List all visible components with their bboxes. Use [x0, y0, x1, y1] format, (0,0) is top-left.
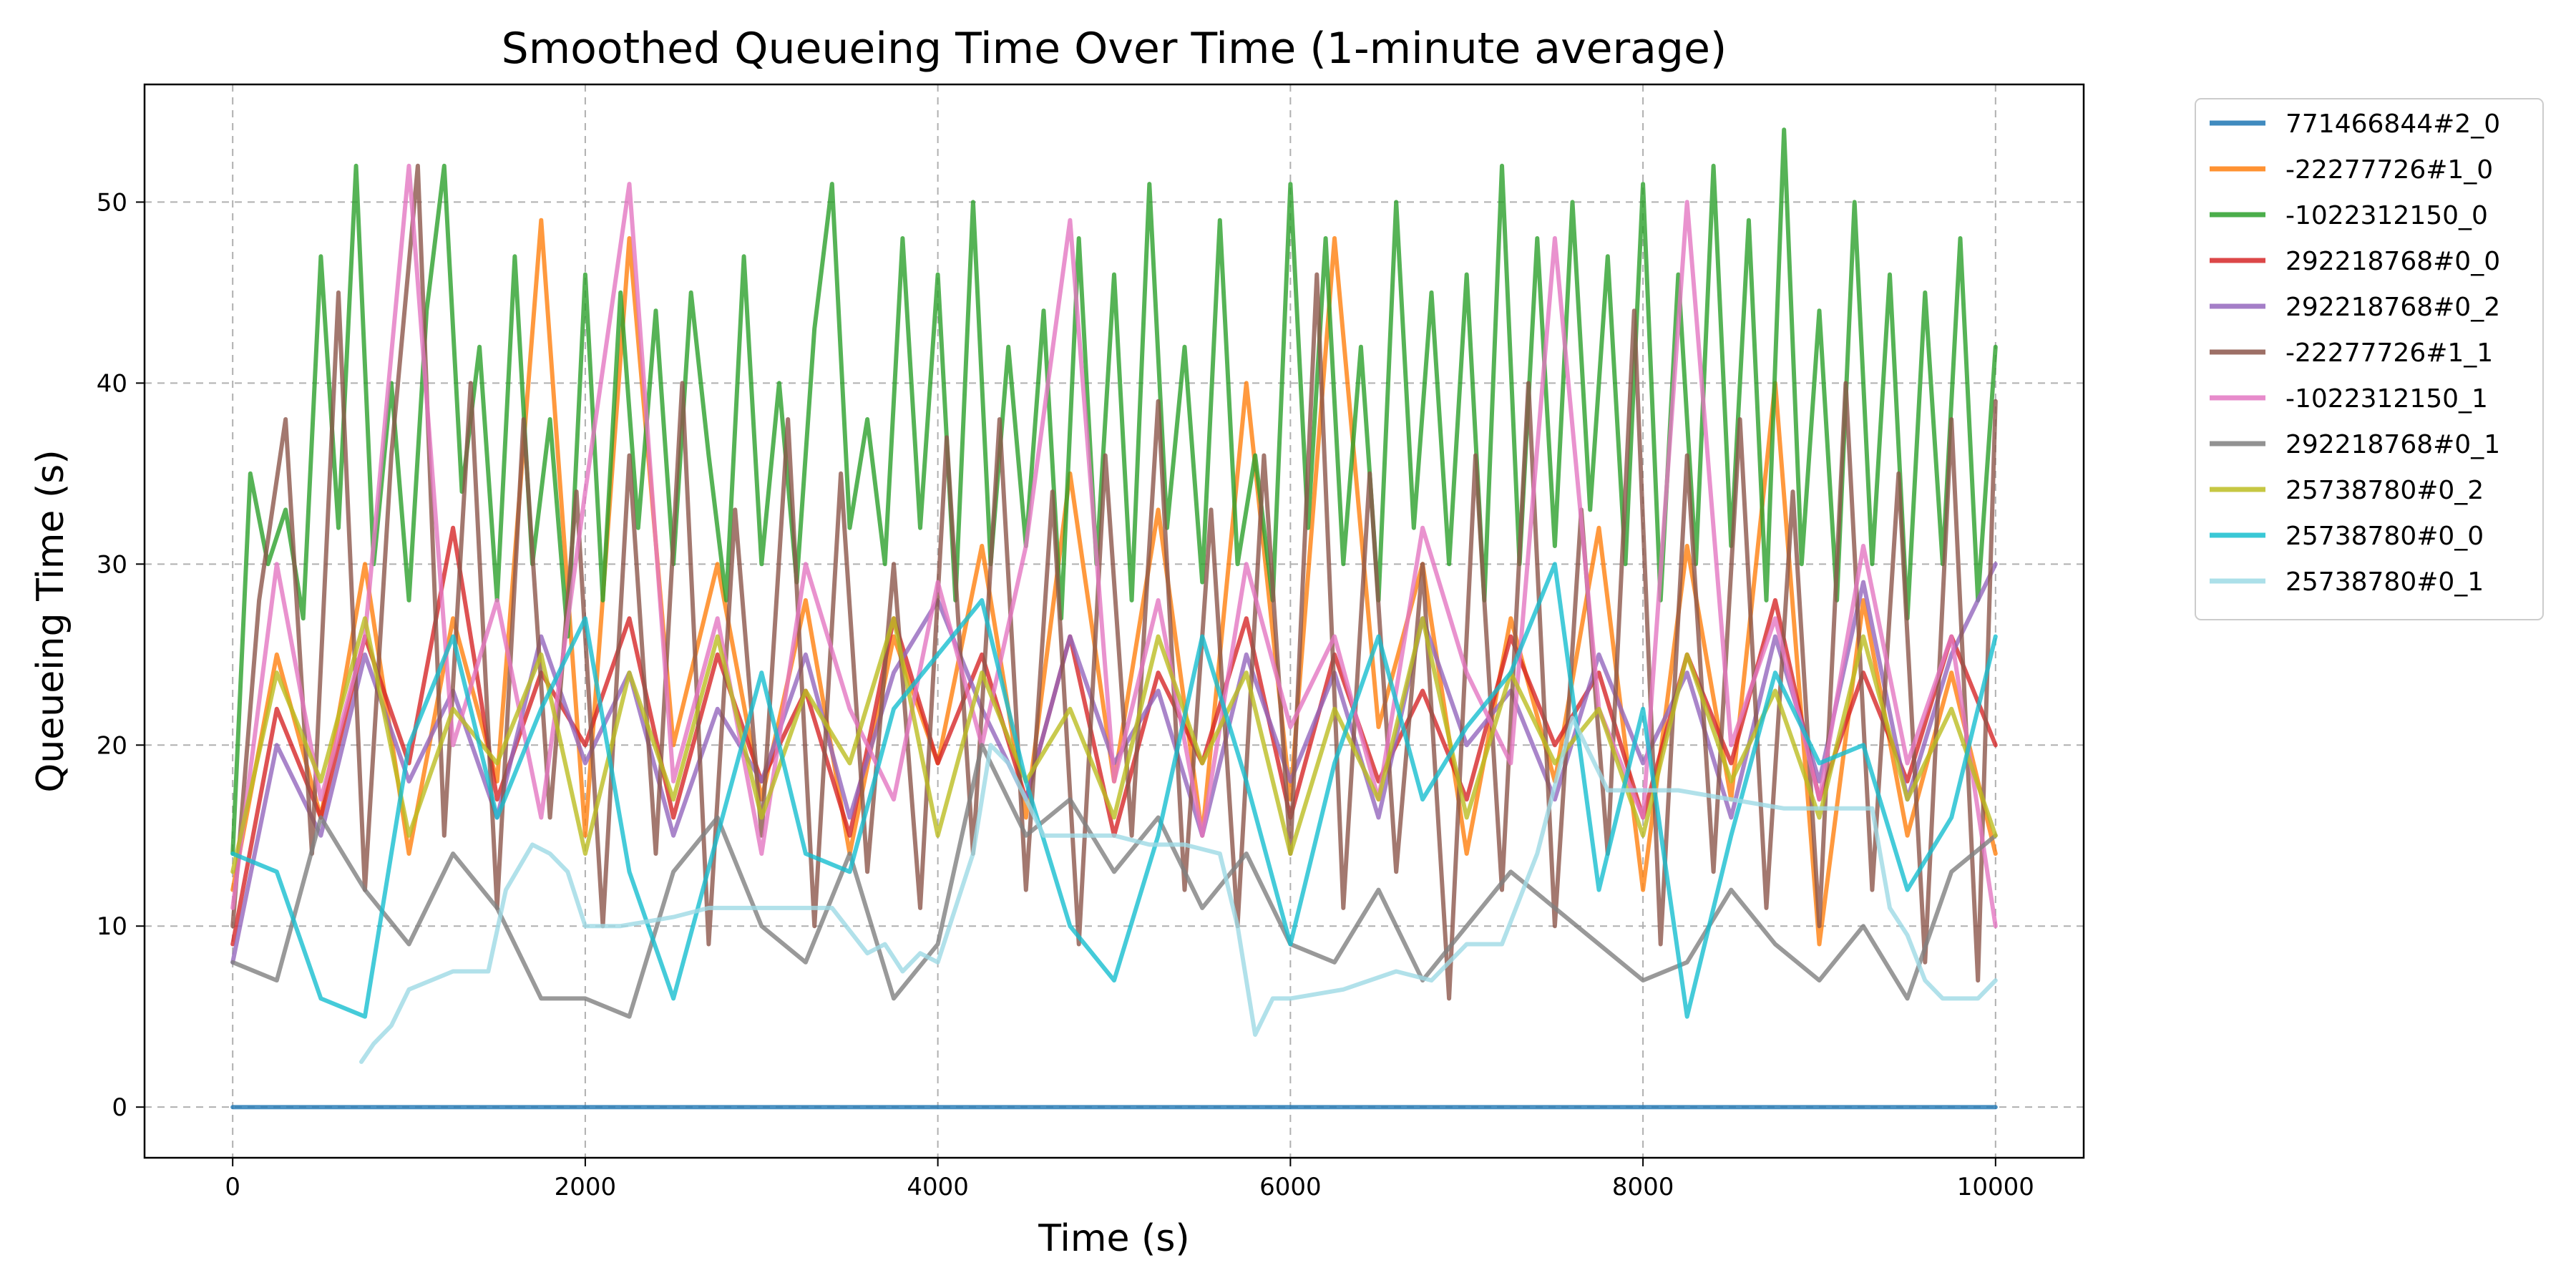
plot-area-frame	[143, 83, 2085, 1159]
x-tick-label: 10000	[1957, 1173, 2034, 1201]
y-tick-label: 30	[97, 550, 127, 579]
chart-title: Smoothed Queueing Time Over Time (1-minu…	[502, 24, 1727, 74]
x-tick-label: 8000	[1612, 1173, 1674, 1201]
legend-label: 771466844#2_0	[2285, 109, 2500, 139]
legend-label: 25738780#0_1	[2285, 567, 2484, 597]
legend-label: -1022312150_1	[2285, 384, 2488, 414]
series-line-5	[230, 163, 1998, 1001]
legend-label: 25738780#0_0	[2285, 522, 2484, 551]
series-line-9	[230, 562, 1998, 1019]
series-line-8	[230, 616, 1998, 874]
x-tick-label: 2000	[555, 1173, 617, 1201]
series-line-7	[230, 743, 1998, 1019]
legend: 771466844#2_0 -22277726#1_0 -1022312150_0 2…	[2195, 98, 2544, 620]
legend-label: 292218768#0_1	[2285, 430, 2500, 459]
legend-label: 292218768#0_2	[2285, 293, 2500, 322]
legend-label: -22277726#1_1	[2285, 338, 2493, 368]
legend-label: 292218768#0_0	[2285, 247, 2500, 276]
series-lines	[230, 127, 1998, 1110]
legend-label: 25738780#0_2	[2285, 476, 2484, 505]
legend-label: -1022312150_0	[2285, 201, 2488, 230]
x-tick-label: 6000	[1259, 1173, 1322, 1201]
y-tick-label: 50	[97, 188, 127, 217]
y-tick-label: 40	[97, 369, 127, 398]
axis-ticks: 0 2000 4000 6000 8000 10000 0 10 20 30 40 50	[97, 188, 2034, 1201]
y-tick-label: 0	[112, 1093, 127, 1122]
y-axis-title: Queueing Time (s)	[29, 449, 72, 792]
legend-label: -22277726#1_0	[2285, 155, 2493, 185]
legend-box	[2195, 98, 2544, 620]
series-line-10	[359, 716, 1998, 1064]
x-tick-label: 4000	[907, 1173, 969, 1201]
x-axis-title: Time (s)	[1038, 1217, 1189, 1260]
x-tick-label: 0	[225, 1173, 240, 1201]
y-tick-label: 20	[97, 731, 127, 760]
y-tick-label: 10	[97, 912, 127, 941]
